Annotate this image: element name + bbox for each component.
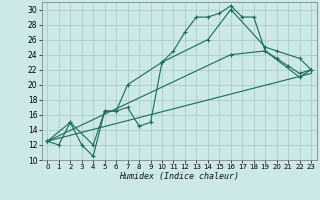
X-axis label: Humidex (Indice chaleur): Humidex (Indice chaleur) xyxy=(119,172,239,181)
